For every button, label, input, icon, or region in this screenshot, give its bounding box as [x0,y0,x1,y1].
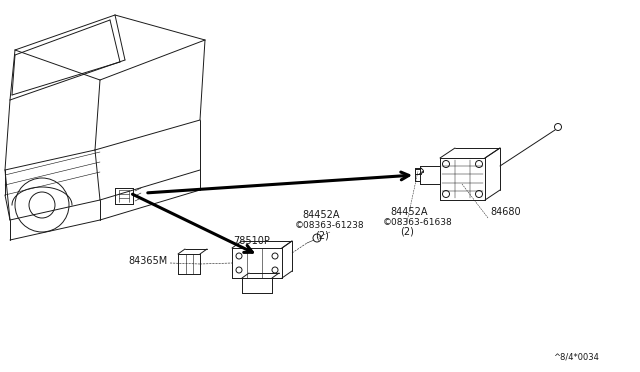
Text: 84680: 84680 [490,207,520,217]
Text: 84452A: 84452A [390,207,428,217]
Text: ©08363-61638: ©08363-61638 [383,218,452,227]
Text: ^8/4*0034: ^8/4*0034 [553,353,599,362]
Text: 84452A: 84452A [302,210,339,220]
Text: 84365M: 84365M [128,256,167,266]
Text: 78510P: 78510P [233,236,270,246]
Text: (2): (2) [400,227,414,237]
Text: (2): (2) [315,230,329,240]
Text: ©08363-61238: ©08363-61238 [295,221,365,230]
